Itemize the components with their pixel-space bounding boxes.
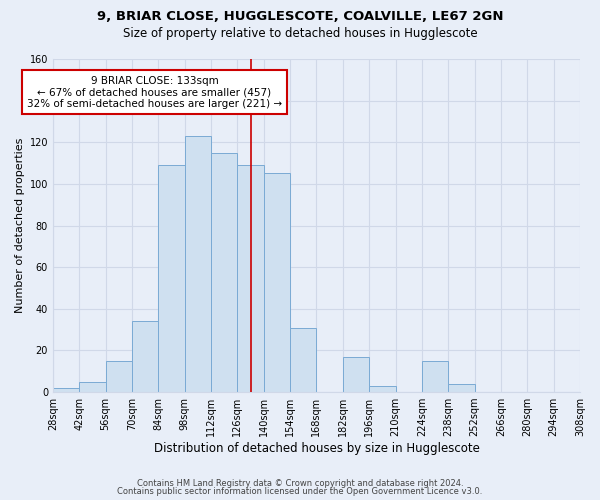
Bar	[158, 165, 185, 392]
Bar	[79, 382, 106, 392]
Bar	[290, 328, 316, 392]
Text: Contains public sector information licensed under the Open Government Licence v3: Contains public sector information licen…	[118, 487, 482, 496]
Bar	[53, 388, 79, 392]
Y-axis label: Number of detached properties: Number of detached properties	[16, 138, 25, 313]
Bar	[132, 322, 158, 392]
Bar	[185, 136, 211, 392]
Bar	[211, 152, 238, 392]
Bar	[106, 361, 132, 392]
Text: Size of property relative to detached houses in Hugglescote: Size of property relative to detached ho…	[122, 28, 478, 40]
Bar	[448, 384, 475, 392]
Bar	[264, 174, 290, 392]
Bar	[238, 165, 264, 392]
Bar	[369, 386, 395, 392]
Text: 9 BRIAR CLOSE: 133sqm
← 67% of detached houses are smaller (457)
32% of semi-det: 9 BRIAR CLOSE: 133sqm ← 67% of detached …	[27, 76, 282, 109]
Bar	[343, 356, 369, 392]
X-axis label: Distribution of detached houses by size in Hugglescote: Distribution of detached houses by size …	[154, 442, 479, 455]
Bar	[422, 361, 448, 392]
Text: Contains HM Land Registry data © Crown copyright and database right 2024.: Contains HM Land Registry data © Crown c…	[137, 478, 463, 488]
Text: 9, BRIAR CLOSE, HUGGLESCOTE, COALVILLE, LE67 2GN: 9, BRIAR CLOSE, HUGGLESCOTE, COALVILLE, …	[97, 10, 503, 23]
